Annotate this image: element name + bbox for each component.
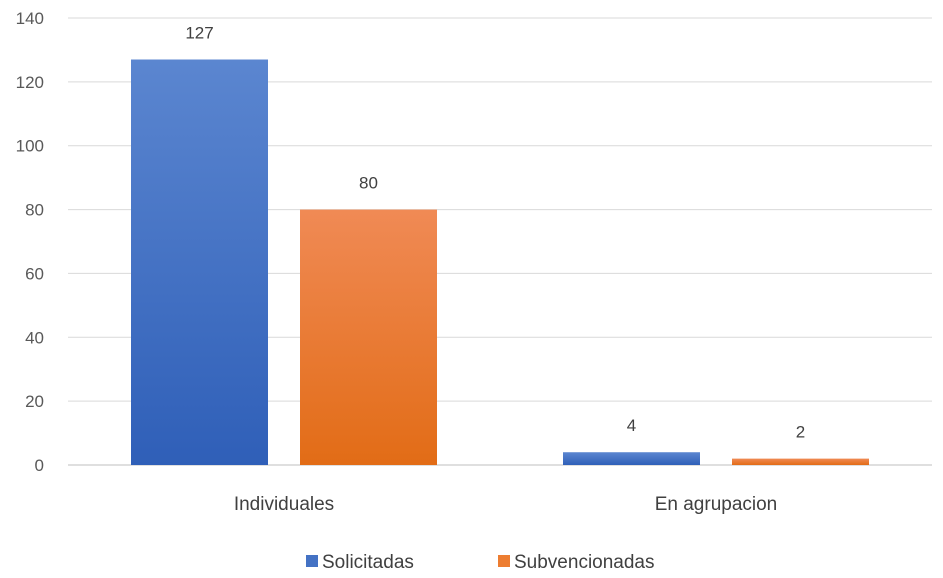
- bar-subvencionadas-en-agrupacion: [732, 458, 869, 465]
- legend-swatch-subvencionadas: [498, 555, 510, 567]
- data-labels: 127 80 4 2: [185, 24, 805, 442]
- x-category-label: Individuales: [234, 494, 334, 515]
- y-tick-label: 140: [16, 9, 44, 28]
- legend-swatch-solicitadas: [306, 555, 318, 567]
- bar-subvencionadas-individuales: [300, 209, 437, 465]
- legend: Solicitadas Subvencionadas: [306, 552, 655, 573]
- y-tick-label: 100: [16, 137, 44, 156]
- y-axis-ticks: 0 20 40 60 80 100 120 140: [16, 9, 44, 475]
- x-axis-categories: Individuales En agrupacion: [234, 494, 777, 515]
- y-tick-label: 40: [25, 328, 44, 347]
- y-tick-label: 60: [25, 264, 44, 283]
- x-category-label: En agrupacion: [655, 494, 778, 515]
- legend-label-subvencionadas: Subvencionadas: [514, 552, 655, 573]
- data-label: 127: [185, 24, 213, 43]
- legend-label-solicitadas: Solicitadas: [322, 552, 414, 573]
- y-tick-label: 80: [25, 201, 44, 220]
- y-tick-label: 120: [16, 73, 44, 92]
- y-tick-label: 20: [25, 392, 44, 411]
- data-label: 4: [627, 416, 636, 435]
- y-tick-label: 0: [35, 456, 44, 475]
- data-label: 80: [359, 174, 378, 193]
- bars: [131, 59, 869, 465]
- bar-solicitadas-en-agrupacion: [563, 452, 700, 465]
- bar-solicitadas-individuales: [131, 59, 268, 465]
- data-label: 2: [796, 423, 805, 442]
